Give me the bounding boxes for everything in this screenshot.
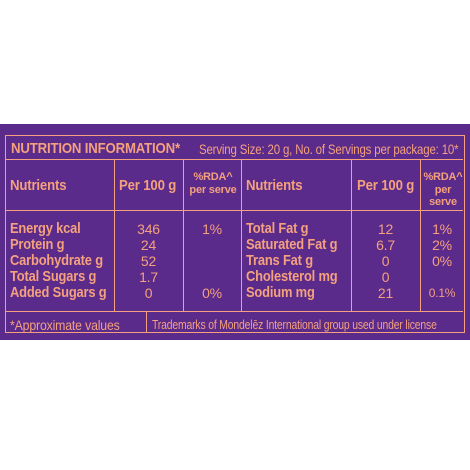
column-header-rda: %RDA^ per serve: [189, 171, 237, 196]
nutrient-rda: 2%: [432, 237, 452, 253]
column-header-nutrients: Nutrients: [10, 177, 67, 194]
nutrient-rda: 1%: [202, 221, 222, 237]
label-background: [0, 124, 470, 340]
table-title: NUTRITION INFORMATION*: [11, 140, 180, 157]
nutrient-rda: 1%: [432, 221, 452, 237]
nutrient-per100: 6.7: [376, 237, 395, 253]
trademark-note: Trademarks of Mondelēz International gro…: [152, 317, 437, 332]
column-divider: [183, 159, 184, 311]
nutrient-per100: 0: [144, 285, 153, 301]
nutrient-name: Energy kcal: [10, 220, 81, 237]
column-header-per100: Per 100 g: [357, 177, 415, 194]
nutrient-per100: 24: [140, 237, 157, 253]
column-header-divider: [6, 210, 463, 211]
nutrient-name: Trans Fat g: [246, 252, 313, 269]
footer-column-divider: [146, 311, 147, 333]
nutrient-name: Cholesterol mg: [246, 268, 338, 285]
nutrient-per100: 0: [381, 253, 390, 269]
nutrient-per100: 12: [377, 221, 394, 237]
serving-info: Serving Size: 20 g, No. of Servings per …: [198, 141, 458, 157]
approximate-note: *Approximate values: [10, 317, 120, 333]
nutrient-name: Total Fat g: [246, 220, 309, 237]
column-divider: [114, 159, 115, 311]
nutrient-per100: 0: [381, 269, 390, 285]
header-divider: [6, 159, 463, 160]
nutrient-rda: 0.1%: [428, 286, 456, 300]
nutrient-per100: 346: [137, 221, 160, 237]
column-header-nutrients: Nutrients: [246, 177, 303, 194]
nutrition-table: NUTRITION INFORMATION* Serving Size: 20 …: [5, 135, 465, 333]
nutrient-rda: 0%: [202, 285, 222, 301]
nutrient-per100: 1.7: [139, 269, 158, 285]
nutrient-name: Total Sugars g: [10, 268, 97, 285]
nutrient-name: Sodium mg: [246, 284, 315, 301]
column-header-rda: %RDA^ per serve: [423, 171, 463, 209]
nutrient-per100: 52: [140, 253, 157, 269]
nutrient-name: Carbohydrate g: [10, 252, 103, 269]
column-divider: [241, 159, 242, 311]
column-divider: [351, 159, 352, 311]
nutrient-name: Protein g: [10, 236, 65, 253]
nutrient-per100: 21: [377, 285, 394, 301]
column-divider: [420, 159, 421, 311]
footer-divider: [6, 311, 463, 312]
column-header-per100: Per 100 g: [119, 177, 177, 194]
nutrient-name: Saturated Fat g: [246, 236, 338, 253]
nutrient-name: Added Sugars g: [10, 284, 107, 301]
nutrient-rda: 0%: [432, 253, 452, 269]
